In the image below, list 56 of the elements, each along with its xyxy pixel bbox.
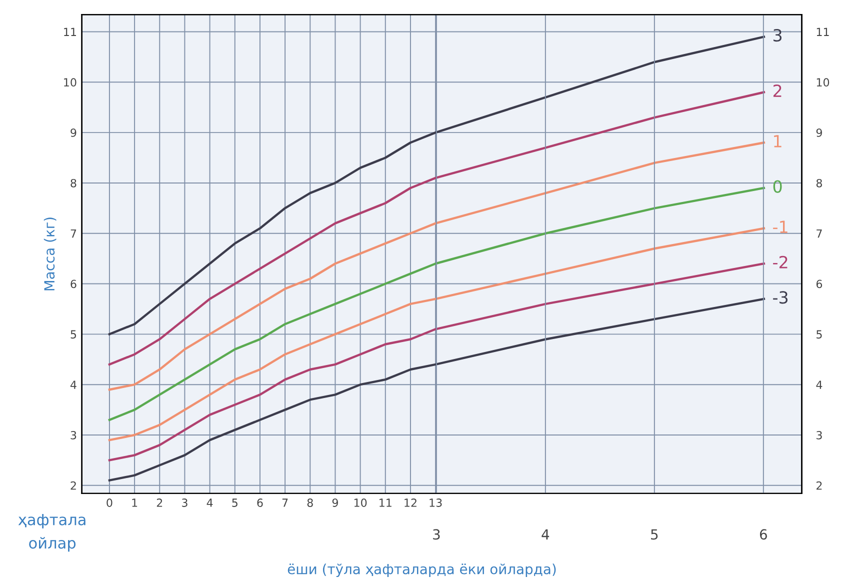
y-tick-label: 9	[70, 128, 76, 137]
x2-tick-label: 3	[433, 529, 440, 540]
text: ойлар	[29, 536, 76, 552]
y2-tick-label: 5	[816, 330, 822, 339]
series-label: 1	[774, 135, 782, 148]
x-tick-label: 4	[206, 498, 213, 507]
line-series	[108, 262, 766, 462]
x-tick-label: 12	[404, 498, 416, 507]
line-series	[108, 227, 766, 442]
y2-tick-label: 8	[816, 178, 822, 188]
y2-tick-label: 2	[816, 481, 822, 490]
y-tick-label: 5	[70, 330, 76, 339]
text: ҳафтала	[18, 514, 86, 528]
x-tick-label: 13	[430, 498, 442, 507]
y-tick-label: 7	[70, 229, 76, 238]
line-series	[108, 142, 766, 391]
line-series	[108, 36, 766, 336]
y-tick-label: 2	[70, 481, 76, 490]
line-series	[108, 186, 766, 421]
y-axis-title: Масса (кг)	[44, 218, 56, 290]
y-tick-label: 8	[70, 178, 76, 188]
y-tick-label: 11	[64, 28, 76, 36]
series-label: -1	[773, 220, 788, 233]
line-series	[108, 91, 766, 366]
y2-tick-label: 3	[816, 430, 822, 440]
x-tick-label: 2	[156, 498, 162, 507]
x-axis-title: ёши (тўла ҳафталарда ёки ойларда)	[288, 564, 556, 577]
y-tick-label: 6	[70, 280, 76, 288]
x2-tick-label: 4	[542, 529, 550, 540]
x-tick-label: 6	[257, 498, 263, 507]
y2-tick-label: 11	[816, 28, 829, 36]
series-label: -2	[773, 256, 788, 268]
x-tick-label: 10	[354, 498, 367, 507]
x-tick-label: 1	[132, 498, 138, 507]
y-tick-label: 10	[64, 78, 76, 87]
y2-tick-label: 7	[816, 229, 822, 238]
x-tick-label: 11	[380, 498, 392, 507]
series-label: -3	[773, 291, 788, 304]
series-label: 3	[774, 29, 782, 42]
line-series	[108, 298, 766, 482]
y2-tick-label: 4	[816, 380, 822, 389]
x-tick-label: 5	[232, 498, 238, 507]
series-label: 2	[773, 84, 782, 97]
x-tick-label: 3	[182, 498, 188, 507]
y2-tick-label: 9	[816, 128, 822, 137]
x2-tick-label: 6	[760, 529, 767, 540]
x2-tick-label: 5	[651, 529, 658, 540]
series-label: 0	[773, 180, 782, 193]
x-tick-label: 0	[106, 498, 112, 507]
y-tick-label: 4	[70, 380, 76, 389]
x-tick-label: 8	[307, 498, 313, 507]
y2-tick-label: 6	[816, 280, 822, 288]
x-tick-label: 7	[282, 498, 288, 507]
y2-tick-label: 10	[816, 78, 830, 87]
y-tick-label: 3	[70, 430, 76, 440]
x-tick-label: 9	[332, 498, 338, 507]
